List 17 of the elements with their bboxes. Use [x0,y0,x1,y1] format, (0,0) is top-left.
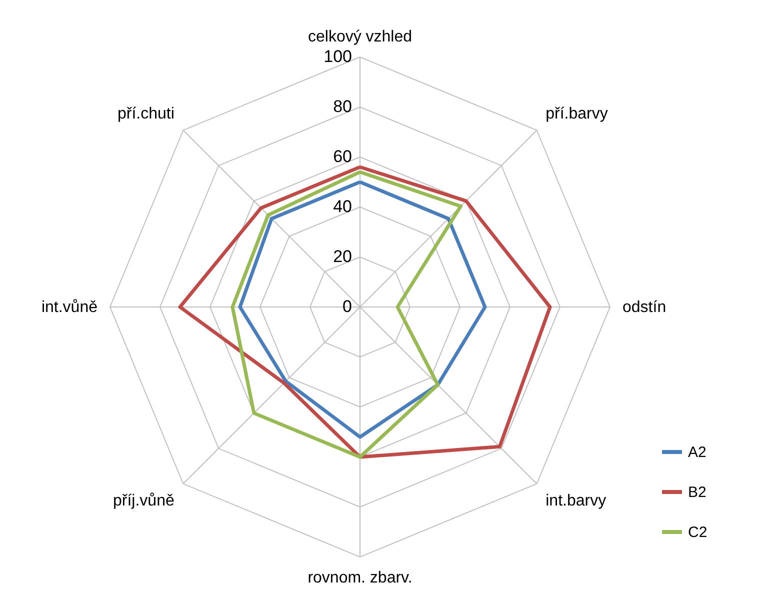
spoke-label: celkový vzhled [308,28,412,46]
spoke-label: pří.chuti [117,105,174,122]
y-tick-label: 80 [333,97,352,116]
y-tick-label: 20 [333,247,352,266]
y-tick-label: 60 [333,147,352,166]
legend-label: B2 [688,484,706,501]
y-tick-label: 100 [324,47,352,66]
spoke-label: příj.vůně [113,492,174,510]
spoke-label: pří.barvy [546,105,608,122]
y-tick-label: 40 [333,197,352,216]
y-tick-label: 0 [342,297,352,316]
legend-label: C2 [688,524,708,541]
spoke-label: int.vůně [41,299,98,316]
legend-label: A2 [688,444,706,461]
spoke-label: int.barvy [546,492,606,510]
spoke-label: rovnom. zbarv. [308,570,412,586]
spoke-label: odstín [622,299,666,316]
